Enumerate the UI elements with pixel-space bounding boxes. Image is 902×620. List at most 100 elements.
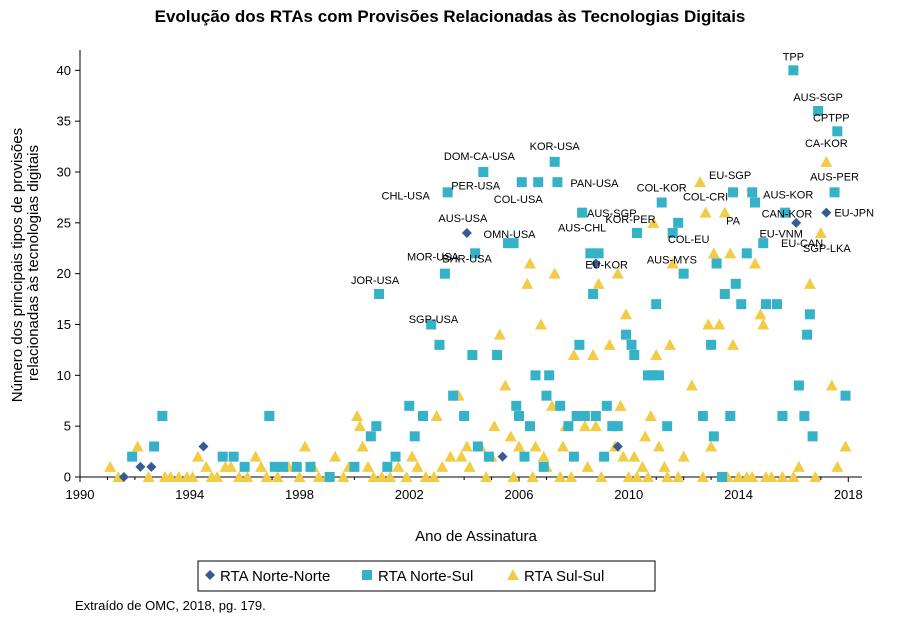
point-square bbox=[626, 339, 637, 350]
point-triangle bbox=[825, 379, 838, 391]
point-annotation-aus-sgp: AUS-SGP bbox=[793, 92, 843, 104]
point-triangle bbox=[631, 471, 644, 482]
point-square bbox=[568, 451, 579, 462]
point-triangle bbox=[595, 471, 608, 482]
point-triangle bbox=[329, 450, 342, 462]
point-diamond bbox=[497, 451, 508, 462]
point-triangle bbox=[724, 247, 737, 259]
point-square bbox=[459, 411, 470, 421]
point-square bbox=[374, 289, 385, 299]
legend-label-norte-norte: RTA Norte-Norte bbox=[220, 568, 330, 585]
point-triangle bbox=[787, 471, 800, 482]
y-tick-label: 0 bbox=[64, 470, 71, 485]
point-triangle bbox=[707, 247, 720, 259]
point-square bbox=[409, 431, 420, 442]
point-square bbox=[552, 177, 563, 188]
point-triangle bbox=[353, 420, 366, 432]
point-square bbox=[780, 207, 791, 218]
point-triangle bbox=[392, 460, 405, 472]
point-triangle bbox=[699, 206, 712, 218]
legend: RTA Norte-Norte RTA Norte-Sul RTA Sul-Su… bbox=[197, 560, 656, 592]
point-square bbox=[832, 126, 843, 137]
point-triangle bbox=[746, 471, 759, 482]
point-square bbox=[612, 421, 623, 432]
point-triangle bbox=[578, 420, 591, 432]
point-triangle bbox=[620, 308, 633, 320]
point-square bbox=[667, 228, 678, 238]
point-square bbox=[503, 238, 514, 249]
point-triangle bbox=[191, 450, 204, 462]
point-triangle bbox=[650, 349, 663, 360]
point-annotation-col-kor: COL-KOR bbox=[637, 183, 687, 195]
x-tick-label: 2010 bbox=[614, 487, 643, 502]
point-square bbox=[426, 319, 437, 330]
point-annotation-tpp: TPP bbox=[783, 51, 804, 63]
point-square bbox=[590, 411, 601, 421]
point-square bbox=[291, 461, 302, 472]
point-square bbox=[511, 400, 522, 411]
point-square bbox=[804, 309, 815, 320]
point-triangle bbox=[639, 430, 652, 442]
point-triangle bbox=[513, 440, 526, 452]
point-triangle bbox=[142, 471, 155, 482]
point-square bbox=[514, 411, 525, 421]
point-triangle bbox=[809, 471, 822, 482]
point-square bbox=[653, 370, 664, 381]
point-annotation-sgp-usa: SGP-USA bbox=[409, 314, 459, 326]
y-tick-label: 40 bbox=[57, 63, 71, 78]
point-square bbox=[549, 156, 560, 167]
point-square bbox=[439, 268, 450, 279]
point-square bbox=[382, 461, 393, 472]
point-square bbox=[771, 299, 782, 310]
point-triangle bbox=[211, 471, 224, 482]
point-square bbox=[656, 197, 667, 208]
y-axis-label: Número dos principais tipos de provisões… bbox=[9, 124, 42, 402]
data-points bbox=[104, 65, 852, 482]
point-square bbox=[706, 339, 717, 350]
point-triangle bbox=[685, 379, 698, 391]
point-triangle bbox=[718, 206, 731, 218]
point-square bbox=[483, 451, 494, 462]
point-triangle bbox=[661, 471, 674, 482]
point-square bbox=[404, 400, 415, 411]
point-square bbox=[127, 451, 138, 462]
point-triangle bbox=[367, 471, 380, 482]
point-square bbox=[577, 207, 588, 218]
point-annotation-mor-usa: MOR-USA bbox=[407, 252, 460, 264]
point-square bbox=[478, 167, 489, 177]
point-triangle bbox=[233, 471, 246, 482]
point-triangle bbox=[776, 471, 789, 482]
point-triangle bbox=[406, 450, 419, 462]
point-square bbox=[788, 65, 799, 76]
point-square bbox=[802, 329, 813, 340]
point-square bbox=[736, 299, 747, 310]
point-annotation-kor-per: KOR-PER bbox=[605, 214, 655, 226]
point-triangle bbox=[666, 257, 679, 269]
point-triangle bbox=[271, 471, 284, 482]
point-triangle bbox=[581, 460, 594, 472]
point-square bbox=[642, 370, 653, 381]
y-tick-label: 10 bbox=[57, 368, 71, 383]
point-square bbox=[571, 411, 582, 421]
point-triangle bbox=[224, 460, 237, 472]
point-square bbox=[747, 187, 758, 198]
point-triangle bbox=[463, 460, 476, 472]
point-triangle bbox=[172, 471, 185, 482]
point-triangle bbox=[727, 338, 740, 350]
point-square bbox=[749, 197, 760, 208]
point-square bbox=[269, 461, 280, 472]
point-square bbox=[711, 258, 722, 269]
point-triangle bbox=[748, 257, 761, 269]
point-square bbox=[678, 268, 689, 279]
point-diamond bbox=[461, 228, 472, 238]
point-annotation-dom-ca-usa: DOM-CA-USA bbox=[444, 151, 516, 163]
point-triangle bbox=[375, 471, 388, 482]
point-triangle bbox=[104, 460, 117, 472]
source-note: Extraído de OMC, 2018, pg. 179. bbox=[75, 598, 266, 613]
point-square bbox=[544, 370, 555, 381]
y-tick-label: 5 bbox=[64, 419, 71, 434]
point-annotation-pa: PA bbox=[726, 216, 741, 228]
point-triangle bbox=[548, 267, 561, 279]
point-annotation-pan-usa: PAN-USA bbox=[570, 178, 619, 190]
x-tick-label: 2006 bbox=[505, 487, 534, 502]
